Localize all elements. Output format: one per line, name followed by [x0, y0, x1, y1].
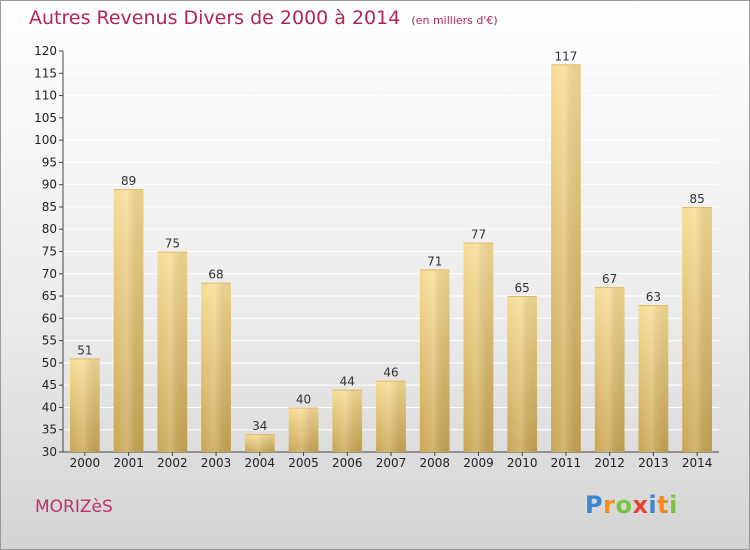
x-tick-label: 2000	[70, 456, 101, 470]
title-row: Autres Revenus Divers de 2000 à 2014 (en…	[29, 7, 498, 29]
x-tick-label: 2010	[507, 456, 538, 470]
bar-value-label: 117	[554, 49, 577, 63]
bar-shine	[288, 407, 319, 452]
x-tick-label: 2007	[376, 456, 407, 470]
bar-value-label: 46	[383, 366, 398, 380]
x-tick-label: 2003	[201, 456, 232, 470]
y-tick-label: 90	[42, 178, 57, 192]
bar-shine	[419, 269, 450, 452]
x-tick-label: 2009	[463, 456, 494, 470]
x-tick-label: 2014	[682, 456, 713, 470]
chart-title: Autres Revenus Divers de 2000 à 2014	[29, 7, 401, 29]
y-tick-label: 95	[42, 155, 57, 169]
y-tick-label: 50	[42, 356, 57, 370]
y-tick-label: 35	[42, 423, 57, 437]
bar-value-label: 71	[427, 254, 442, 268]
bar-value-label: 67	[602, 272, 617, 286]
bar-shine	[332, 389, 363, 452]
bar-shine	[113, 189, 144, 452]
x-tick-label: 2006	[332, 456, 363, 470]
proxiti-logo: Proxiti	[585, 491, 678, 519]
logo-letter: P	[585, 491, 604, 519]
bar-shine	[376, 380, 406, 452]
y-tick-label: 55	[42, 334, 57, 348]
y-tick-label: 70	[42, 267, 57, 281]
y-tick-label: 45	[42, 378, 57, 392]
bar-value-label: 89	[121, 174, 136, 188]
bar-shine	[244, 434, 275, 452]
bar-value-label: 75	[165, 237, 180, 251]
y-tick-label: 85	[42, 200, 57, 214]
y-tick-label: 120	[34, 44, 57, 58]
x-tick-label: 2005	[288, 456, 319, 470]
bar-shine	[201, 282, 231, 452]
bar-shine	[682, 206, 713, 452]
y-tick-label: 60	[42, 311, 57, 325]
bar-shine	[69, 358, 100, 452]
bar-value-label: 68	[208, 268, 223, 282]
logo-letter: i	[648, 491, 658, 519]
bar-shine	[638, 304, 669, 452]
logo-letter: x	[632, 491, 649, 519]
x-tick-label: 2013	[638, 456, 669, 470]
y-tick-label: 65	[42, 289, 57, 303]
x-tick-label: 2011	[551, 456, 582, 470]
bar-shine	[594, 287, 625, 452]
bar-shine	[551, 64, 581, 452]
logo-letter: o	[615, 491, 633, 519]
x-tick-label: 2012	[594, 456, 625, 470]
y-tick-label: 115	[34, 66, 57, 80]
y-tick-label: 75	[42, 245, 57, 259]
bar-value-label: 63	[646, 290, 661, 304]
bar-shine	[507, 296, 538, 452]
bar-value-label: 34	[252, 419, 267, 433]
y-tick-label: 30	[42, 445, 57, 459]
y-tick-label: 105	[34, 111, 57, 125]
x-tick-label: 2008	[419, 456, 450, 470]
bar-shine	[157, 251, 188, 452]
logo-letter: t	[657, 491, 670, 519]
x-tick-label: 2002	[157, 456, 188, 470]
bar-value-label: 85	[689, 192, 704, 206]
x-tick-label: 2004	[245, 456, 276, 470]
bar-value-label: 40	[296, 392, 311, 406]
bar-value-label: 51	[77, 343, 92, 357]
bar-shine	[463, 242, 494, 452]
bar-value-label: 65	[515, 281, 530, 295]
logo-letter: i	[669, 491, 678, 519]
bar-value-label: 77	[471, 228, 486, 242]
commune-name: MORIZèS	[35, 497, 113, 517]
y-tick-label: 110	[34, 89, 57, 103]
x-tick-label: 2001	[113, 456, 144, 470]
y-tick-label: 80	[42, 222, 57, 236]
logo-letter: r	[603, 491, 616, 519]
y-tick-label: 100	[34, 133, 57, 147]
y-tick-label: 40	[42, 400, 57, 414]
chart-subtitle: (en milliers d'€)	[411, 14, 498, 27]
bar-value-label: 44	[340, 375, 355, 389]
